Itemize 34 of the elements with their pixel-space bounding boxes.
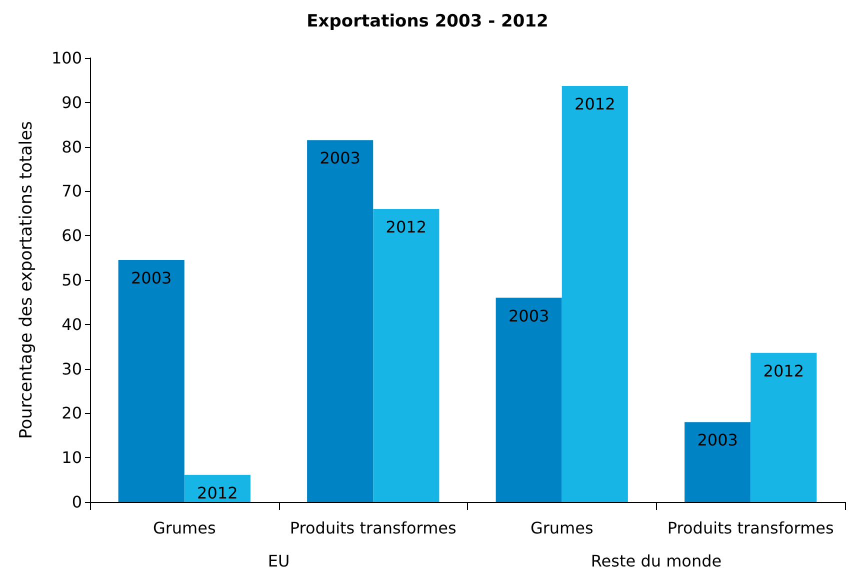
bar [684,422,751,502]
x-tick-label: Grumes [530,518,594,538]
bar [750,352,817,502]
text: EU [268,552,290,570]
y-tick-label: 60 [62,226,82,246]
text: 2003 [508,306,550,326]
y-tick-label: 80 [62,137,82,156]
bar [496,298,562,502]
y-tick-label: 70 [62,182,82,201]
x-tick-label: Produits transformes [667,518,834,538]
y-axis-title: Pourcentage des exportations totales [16,120,36,439]
chart-title: Exportations 2003 - 2012 [306,12,548,32]
y-tick-label: 20 [62,404,82,423]
y-tick-label: 10 [62,448,82,468]
text: 2012 [574,94,616,114]
bar [373,208,440,502]
series-label: 2003 [130,268,172,288]
text: 2012 [386,217,427,236]
y-tick-label: 40 [62,314,82,334]
text: 2003 [320,148,360,168]
series-label: 2012 [197,483,238,502]
y-tick-label: 90 [62,92,82,112]
y-tick-label: 100 [51,48,82,68]
y-tick-label: 30 [62,359,82,378]
bar [118,260,184,502]
bar [307,140,374,502]
text: Reste du monde [590,552,722,570]
bar [562,86,628,502]
x-tick-label: Grumes [152,518,216,538]
y-tick-label: 50 [62,270,82,290]
y-tick-label: 0 [72,492,82,512]
x-tick-label: Produits transformes [290,518,456,538]
text: 2003 [697,430,738,450]
text: 2012 [763,361,804,380]
